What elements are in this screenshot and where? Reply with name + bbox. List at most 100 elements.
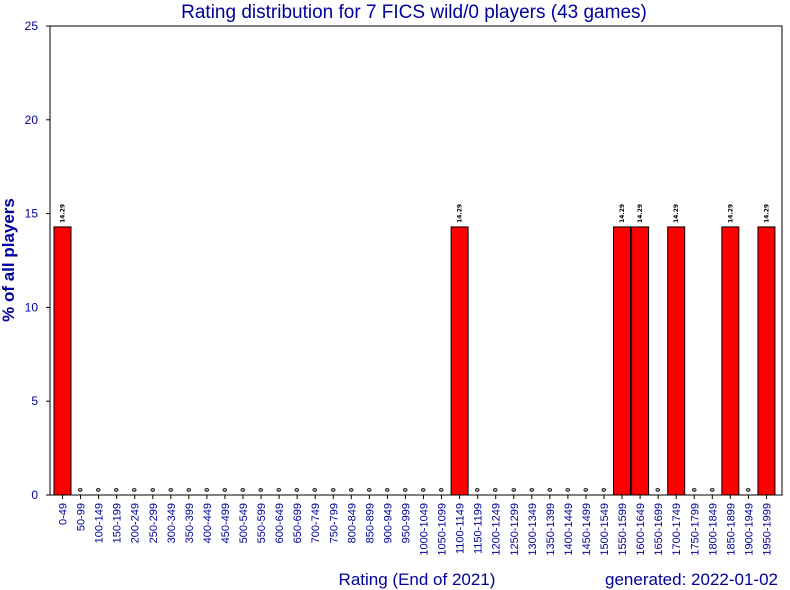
bar-series: 14.29 0 0 0 0 0 0 0 0 0 0 0 0 0 0 0 0 0 0 0 0 0 14.29 0 0 0 0 0 0 0 0 1… [53,204,776,496]
bar [631,226,650,496]
y-tick-label: 25 [25,19,39,33]
x-tick-label: 400-449 [202,503,214,543]
bar-value-label: 14.29 [457,204,464,223]
generated-date: generated: 2022-01-02 [605,570,778,589]
bar-value-label: 14.29 [673,204,680,223]
x-tick-label: 900-949 [382,503,394,543]
bar-value-label: 0 [493,488,500,492]
x-tick-label: 1900-1949 [743,503,755,556]
x-tick-label: 1300-1349 [527,503,539,556]
bar-value-label: 0 [78,488,85,492]
x-tick-label: 700-749 [310,503,322,543]
y-tick-label: 10 [25,300,39,314]
x-tick-label: 450-499 [220,503,232,543]
x-tick-label: 800-849 [346,503,358,543]
x-tick-label: 1450-1499 [581,503,593,556]
y-axis-label: % of all players [0,198,18,322]
bar-value-label: 0 [258,488,265,492]
x-tick-label: 850-899 [364,503,376,543]
bar-value-label: 0 [547,488,554,492]
y-tick-label: 5 [31,394,38,408]
x-tick-label: 1100-1149 [455,503,467,554]
x-tick-label: 1250-1299 [509,503,521,556]
x-tick-label: 500-549 [238,503,250,543]
bar-value-label: 0 [168,488,175,492]
y-tick-label: 20 [25,113,39,127]
x-tick-label: 1200-1249 [491,503,503,556]
bar-value-label: 0 [366,488,373,492]
x-axis-label: Rating (End of 2021) [339,570,496,589]
bar-value-label: 0 [601,488,608,492]
bar [721,226,740,496]
x-tick-label: 1750-1799 [689,503,701,556]
x-tick-label: 1550-1599 [617,503,629,556]
bar-value-label: 0 [348,488,355,492]
y-tick-label: 15 [25,207,39,221]
x-tick-label: 1400-1449 [563,503,575,556]
y-tick-label: 0 [31,488,38,502]
bar-value-label: 0 [186,488,193,492]
x-tick-label: 50-99 [76,503,88,531]
x-tick-label: 100-149 [94,503,106,543]
plot-frame [49,25,783,496]
bar-value-label: 0 [691,488,698,492]
bar-value-label: 0 [529,488,536,492]
x-tick-label: 1600-1649 [635,503,647,556]
bar-value-label: 0 [402,488,409,492]
bar-value-label: 0 [96,488,103,492]
bar-value-label: 0 [565,488,572,492]
x-tick-label: 1500-1549 [599,503,611,556]
bar-value-label: 0 [132,488,139,492]
x-tick-label: 1850-1899 [725,503,737,556]
bar-value-label: 0 [204,488,211,492]
bar [613,226,632,496]
x-tick-label: 1150-1199 [473,503,485,554]
x-tick-label: 1350-1399 [545,503,557,556]
bar [53,226,72,496]
x-tick-label: 550-599 [256,503,268,543]
bar [757,226,776,496]
bar-value-label: 0 [150,488,157,492]
x-tick-label: 200-249 [130,503,142,543]
x-tick-label: 950-999 [400,503,412,543]
bar-value-label: 0 [511,488,518,492]
bar [450,226,469,496]
x-tick-label: 1650-1699 [653,503,665,556]
bar-value-label: 0 [294,488,301,492]
x-tick-label: 250-299 [148,503,160,543]
bar-value-label: 0 [330,488,337,492]
x-tick-label: 750-799 [328,503,340,543]
x-tick-label: 650-699 [292,503,304,543]
bar-value-label: 0 [439,488,446,492]
x-axis-ticks: 0-49 50-99 100-149 150-199 200-249 250-299 300… [58,495,773,556]
bar-value-label: 0 [655,488,662,492]
x-tick-label: 1050-1099 [437,503,449,556]
bar-value-label: 0 [114,488,121,492]
bar-value-label: 0 [312,488,319,492]
x-tick-label: 600-649 [274,503,286,543]
x-tick-label: 1700-1749 [671,503,683,556]
bar-value-label: 0 [583,488,590,492]
bar-value-label: 14.29 [60,204,67,223]
x-tick-label: 1800-1849 [707,503,719,556]
bar-value-label: 0 [384,488,391,492]
bar-value-label: 14.29 [727,204,734,223]
x-tick-label: 300-349 [166,503,178,543]
bar-value-label: 0 [222,488,229,492]
bar-value-label: 0 [745,488,752,492]
x-tick-label: 0-49 [58,503,70,525]
bar-value-label: 0 [240,488,247,492]
bar-value-label: 0 [421,488,428,492]
bar-value-label: 0 [475,488,482,492]
x-tick-label: 1000-1049 [419,503,431,556]
bar-value-label: 14.29 [637,204,644,223]
x-tick-label: 350-399 [184,503,196,543]
bar-value-label: 14.29 [619,204,626,223]
bar-value-label: 0 [276,488,283,492]
bar-value-label: 0 [709,488,716,492]
bar-value-label: 14.29 [763,204,770,223]
y-axis-ticks: 0 5 10 15 20 25 [25,19,50,502]
x-tick-label: 150-199 [112,503,124,543]
bar [667,226,686,496]
